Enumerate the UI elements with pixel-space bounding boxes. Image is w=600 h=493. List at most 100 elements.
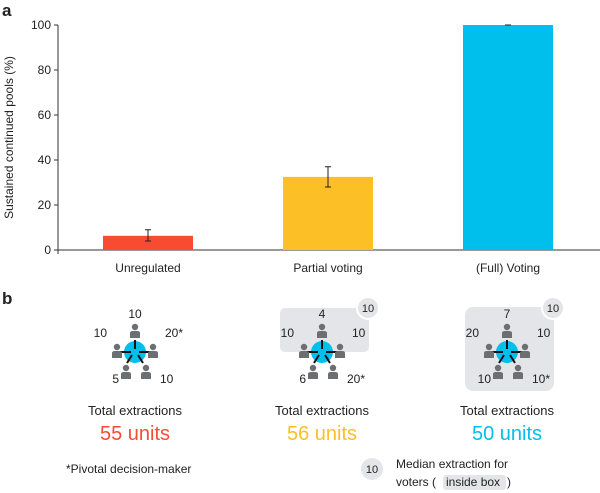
extraction-spoke xyxy=(509,354,516,364)
voter-extraction-label: 20* xyxy=(347,372,365,386)
total-extractions-label: Total extractions xyxy=(88,403,182,418)
voter-extraction-label: 10 xyxy=(478,372,492,386)
voter-extraction-label: 10* xyxy=(532,372,550,386)
footnote: *Pivotal decision-maker xyxy=(66,462,191,476)
person-body xyxy=(112,351,122,358)
voter-extraction-label: 5 xyxy=(112,372,119,386)
voter-extraction-label: 10 xyxy=(352,326,366,340)
median-value: 10 xyxy=(547,303,559,315)
legend-badge-value: 10 xyxy=(366,464,378,476)
legend-line2-box: inside box xyxy=(446,475,500,489)
voter-extraction-label: 20* xyxy=(165,326,183,340)
person-body xyxy=(317,331,327,338)
person-body xyxy=(141,372,151,379)
panel-label-b: b xyxy=(2,289,12,308)
person-head xyxy=(485,343,493,351)
person-body xyxy=(299,351,309,358)
person-head xyxy=(131,323,139,331)
x-tick-label: Unregulated xyxy=(115,261,180,275)
x-tick-label: (Full) Voting xyxy=(476,261,540,275)
person-body xyxy=(493,372,503,379)
person-icon xyxy=(520,343,530,358)
bar xyxy=(463,25,553,250)
person-body xyxy=(484,351,494,358)
person-icon xyxy=(502,323,512,338)
x-tick-label: Partial voting xyxy=(293,261,362,275)
person-head xyxy=(300,343,308,351)
person-head xyxy=(113,343,121,351)
person-icon xyxy=(317,323,327,338)
person-head xyxy=(329,364,337,372)
person-icon xyxy=(513,364,523,379)
voter-extraction-label: 6 xyxy=(299,372,306,386)
person-body xyxy=(121,372,131,379)
person-body xyxy=(328,372,338,379)
person-icon xyxy=(148,343,158,358)
panel-label-a: a xyxy=(2,1,12,20)
person-head xyxy=(336,343,344,351)
y-tick-label: 80 xyxy=(38,63,52,77)
voter-extraction-label: 4 xyxy=(319,307,326,321)
person-icon xyxy=(141,364,151,379)
median-badge xyxy=(356,296,380,320)
extraction-spoke xyxy=(324,354,331,364)
person-icon xyxy=(308,364,318,379)
total-extractions-value: 50 units xyxy=(472,423,542,445)
person-body xyxy=(130,331,140,338)
person-body xyxy=(335,351,345,358)
total-extractions-value: 55 units xyxy=(100,423,170,445)
bar xyxy=(103,235,193,250)
person-body xyxy=(148,351,158,358)
voter-extraction-label: 10 xyxy=(537,326,551,340)
person-head xyxy=(142,364,150,372)
person-head xyxy=(309,364,317,372)
voter-extraction-label: 10 xyxy=(94,326,108,340)
person-head xyxy=(122,364,130,372)
legend-box-swatch xyxy=(443,475,506,490)
person-icon xyxy=(121,364,131,379)
extraction-spoke xyxy=(126,354,133,364)
person-body xyxy=(502,331,512,338)
person-icon xyxy=(328,364,338,379)
person-head xyxy=(149,343,157,351)
voter-extraction-label: 10 xyxy=(160,372,174,386)
legend-line2-pre: voters ( xyxy=(396,475,436,489)
voter-extraction-label: 10 xyxy=(128,307,142,321)
total-extractions-label: Total extractions xyxy=(460,403,554,418)
voter-box xyxy=(280,308,369,352)
person-icon xyxy=(112,343,122,358)
y-tick-label: 0 xyxy=(44,243,51,257)
person-icon xyxy=(335,343,345,358)
bar-chart: 0 20 40 60 80 100 Sustained continued pools (%… xyxy=(2,18,600,275)
y-axis-label: Sustained continued pools (%) xyxy=(2,56,16,219)
y-tick-label: 40 xyxy=(38,153,52,167)
extraction-spoke xyxy=(498,354,505,364)
y-tick-label: 100 xyxy=(31,18,51,32)
person-head xyxy=(503,323,511,331)
panel-b-diagram: 10 20* 10 5 10 Total extractions 55 units 10 4 10… xyxy=(66,296,565,490)
person-head xyxy=(521,343,529,351)
voter-extraction-label: 7 xyxy=(504,307,511,321)
legend-line2-post: ) xyxy=(507,475,511,489)
y-tick-label: 60 xyxy=(38,108,52,122)
person-head xyxy=(494,364,502,372)
voter-extraction-label: 10 xyxy=(281,326,295,340)
person-head xyxy=(318,323,326,331)
legend-badge xyxy=(361,458,383,480)
y-tick-label: 20 xyxy=(38,198,52,212)
extraction-spoke xyxy=(313,354,320,364)
person-icon xyxy=(299,343,309,358)
person-icon xyxy=(130,323,140,338)
person-body xyxy=(520,351,530,358)
median-value: 10 xyxy=(362,303,374,315)
voter-extraction-label: 20 xyxy=(466,326,480,340)
person-body xyxy=(513,372,523,379)
total-extractions-label: Total extractions xyxy=(275,403,369,418)
person-body xyxy=(308,372,318,379)
median-badge xyxy=(541,296,565,320)
person-icon xyxy=(493,364,503,379)
person-head xyxy=(514,364,522,372)
person-icon xyxy=(484,343,494,358)
